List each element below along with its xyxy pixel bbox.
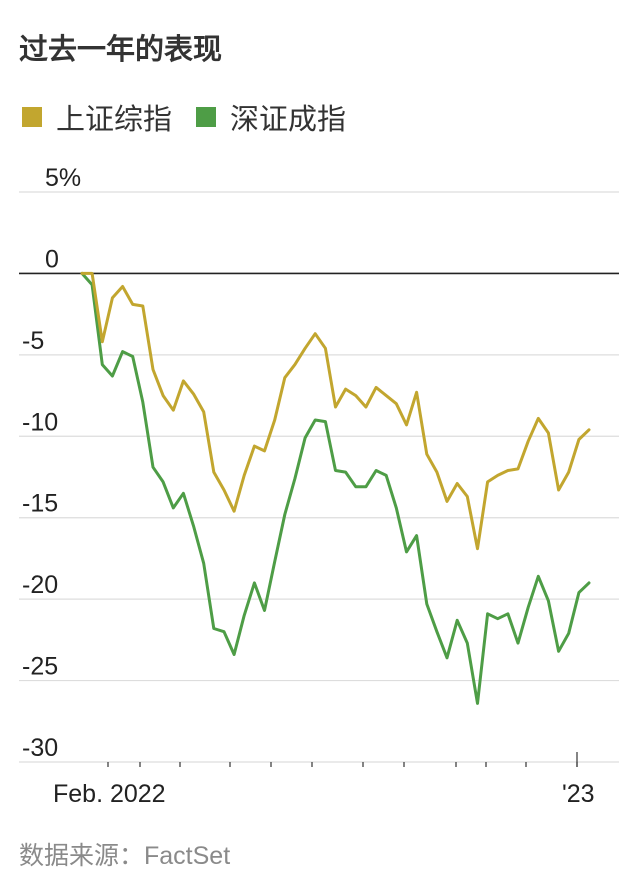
legend-swatch-szse xyxy=(196,107,217,127)
y-tick-label: -10 xyxy=(22,408,58,436)
legend: 上证综指 深证成指 xyxy=(22,96,370,138)
legend-swatch-sse xyxy=(22,107,42,127)
legend-label-sse: 上证综指 xyxy=(56,102,173,136)
y-tick-label: -25 xyxy=(22,653,58,681)
legend-item-szse: 深证成指 xyxy=(196,96,346,138)
x-tick-label: '23 xyxy=(562,780,595,808)
legend-label-szse: 深证成指 xyxy=(230,102,347,136)
y-tick-label: -5 xyxy=(22,327,44,355)
y-tick-label: 5% xyxy=(45,164,81,192)
source-note: 数据来源：FactSet xyxy=(19,842,231,870)
y-tick-label: -30 xyxy=(22,734,58,762)
y-tick-label: 0 xyxy=(45,245,59,273)
y-tick-label: -20 xyxy=(22,571,58,599)
chart-title: 过去一年的表现 xyxy=(19,32,223,66)
x-tick-label: Feb. 2022 xyxy=(53,780,166,808)
legend-item-sse: 上证综指 xyxy=(22,96,172,138)
series-line-sse xyxy=(80,271,591,551)
y-tick-label: -15 xyxy=(22,490,58,518)
series-line-szse xyxy=(80,271,591,705)
